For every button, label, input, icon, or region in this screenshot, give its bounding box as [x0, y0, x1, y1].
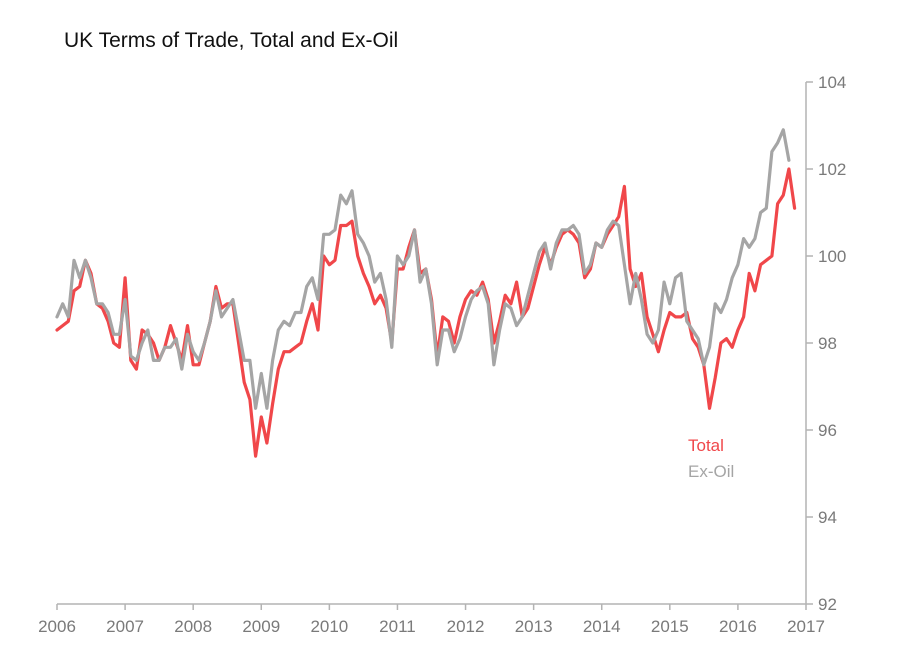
x-tick-label: 2017 — [787, 617, 825, 636]
y-tick-label: 94 — [818, 508, 837, 527]
y-tick-label: 100 — [818, 247, 846, 266]
x-tick-label: 2013 — [515, 617, 553, 636]
legend: Total Ex-Oil — [688, 436, 734, 481]
x-tick-label: 2015 — [651, 617, 689, 636]
legend-entry-total: Total — [688, 436, 724, 455]
x-tick-label: 2014 — [583, 617, 621, 636]
y-tick-label: 96 — [818, 421, 837, 440]
y-tick-label: 102 — [818, 160, 846, 179]
x-tick-label: 2006 — [38, 617, 76, 636]
x-tick-label: 2010 — [310, 617, 348, 636]
x-tick-label: 2008 — [174, 617, 212, 636]
series-layer — [55, 128, 797, 458]
series-line-total — [55, 167, 797, 458]
chart-title: UK Terms of Trade, Total and Ex-Oil — [64, 29, 398, 52]
x-tick-label: 2012 — [447, 617, 485, 636]
x-tick-label: 2007 — [106, 617, 144, 636]
series-line-ex-oil — [55, 128, 791, 410]
x-tick-label: 2016 — [719, 617, 757, 636]
x-tick-label: 2009 — [242, 617, 280, 636]
y-tick-label: 98 — [818, 334, 837, 353]
legend-entry-ex-oil: Ex-Oil — [688, 462, 734, 481]
axes: 2006 2007 2008 2009 2010 2011 2012 2013 2014 2015… — [38, 73, 846, 636]
y-tick-label: 92 — [818, 595, 837, 614]
x-tick-label: 2011 — [379, 617, 416, 636]
y-tick-label: 104 — [818, 73, 846, 92]
